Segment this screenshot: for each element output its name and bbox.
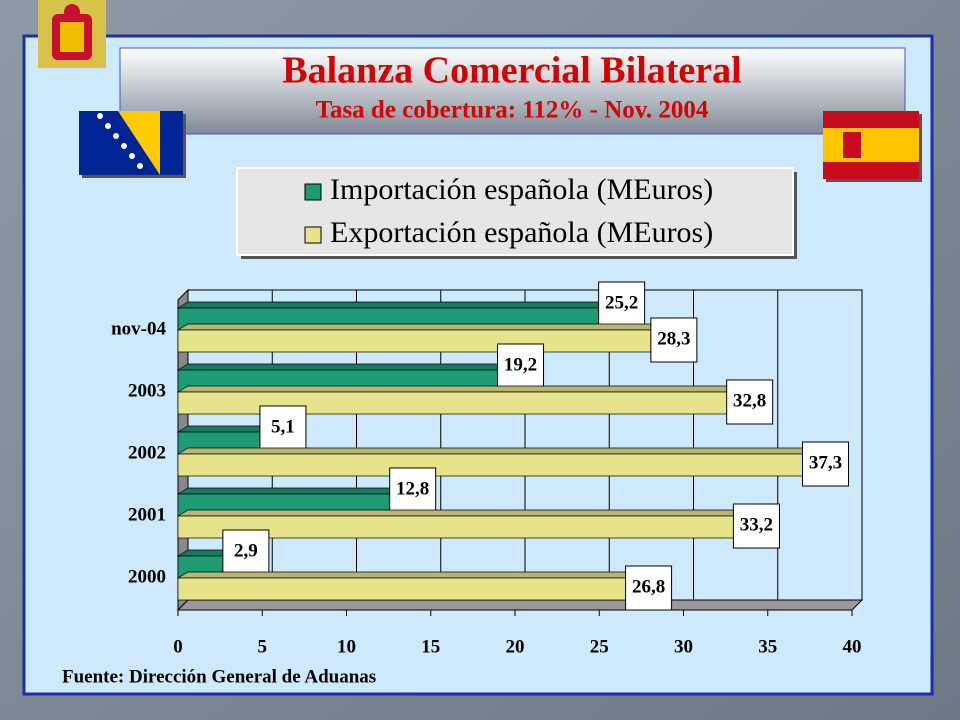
y-tick-label: 2002 [128, 442, 166, 463]
legend-label: Importación española (MEuros) [330, 173, 713, 206]
value-label: 32,8 [733, 390, 766, 411]
chart-subtitle: Tasa de cobertura: 112% - Nov. 2004 [316, 97, 709, 124]
bar-top [176, 323, 667, 331]
legend-label: Exportación española (MEuros) [330, 216, 713, 249]
value-label-box [650, 317, 698, 363]
x-tick-label: 10 [337, 636, 356, 657]
chart-title: Balanza Comercial Bilateral [282, 50, 741, 92]
value-label: 12,8 [396, 478, 429, 499]
value-label: 26,8 [632, 576, 665, 597]
value-label-box [726, 379, 774, 425]
y-tick-label: 2003 [128, 380, 166, 401]
bar-top [176, 363, 513, 371]
bar-top [176, 447, 818, 455]
x-tick-label: 35 [758, 636, 777, 657]
bar-top [176, 487, 405, 495]
value-label-box [497, 343, 545, 389]
x-tick-label: 5 [258, 636, 268, 657]
coat-of-arms [38, 0, 106, 68]
value-label-box [802, 441, 850, 487]
value-label-box [259, 405, 307, 451]
bar [177, 577, 630, 601]
title-banner [119, 47, 906, 135]
value-label-box [732, 503, 780, 549]
legend-swatch [304, 183, 322, 201]
value-label-box [625, 565, 673, 611]
legend [236, 167, 794, 256]
value-label: 33,2 [740, 514, 773, 535]
value-label: 5,1 [271, 416, 295, 437]
x-tick-label: 20 [506, 636, 525, 657]
bosnia-flag [79, 111, 186, 178]
value-label: 25,2 [605, 292, 638, 313]
y-tick-label: 2000 [128, 566, 166, 587]
value-label: 2,9 [234, 540, 258, 561]
bar [177, 453, 807, 477]
legend-swatch [304, 226, 322, 244]
x-tick-label: 25 [590, 636, 609, 657]
value-label: 37,3 [809, 452, 842, 473]
y-tick-label: nov-04 [111, 318, 166, 339]
bar-top [176, 509, 749, 517]
bar [177, 329, 656, 353]
value-label-box [222, 529, 270, 575]
x-tick-label: 30 [674, 636, 693, 657]
plot-floor [176, 599, 864, 611]
bar-top [176, 301, 614, 309]
value-label: 19,2 [504, 354, 537, 375]
y-tick-label: 2001 [128, 504, 166, 525]
x-tick-label: 15 [421, 636, 440, 657]
value-label: 28,3 [657, 328, 690, 349]
x-tick-label: 0 [173, 636, 183, 657]
bar-top [176, 571, 641, 579]
source: Fuente: Dirección General de Aduanas [62, 666, 376, 687]
spain-flag [823, 111, 922, 182]
x-tick-label: 40 [843, 636, 862, 657]
bar-top [176, 385, 742, 393]
